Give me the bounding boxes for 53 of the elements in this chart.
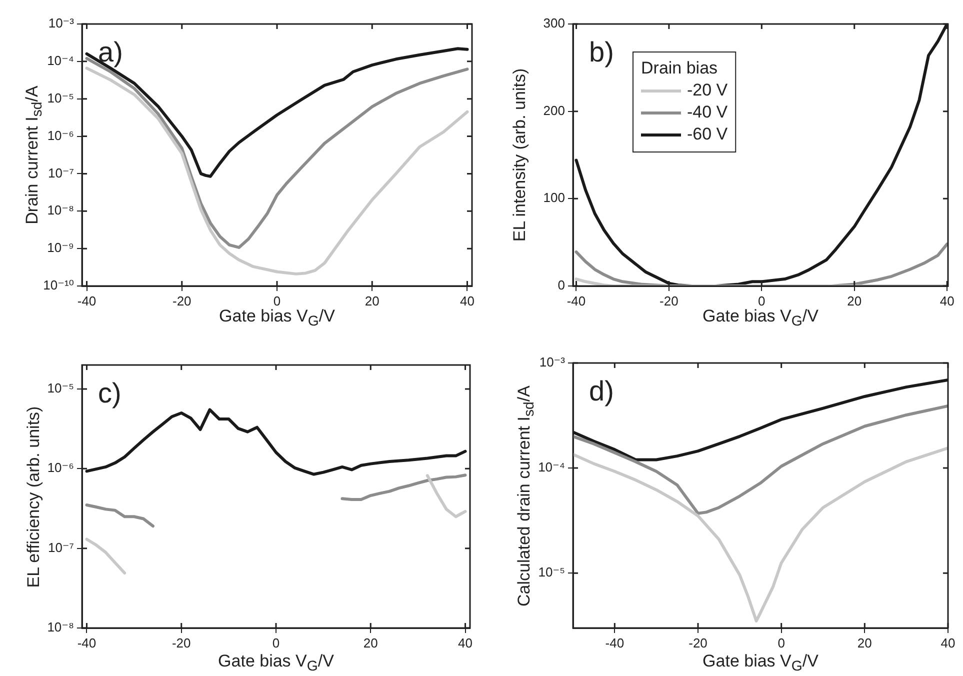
x-tick-label: 0 [273,293,281,308]
x-tick-label: 20 [857,635,872,650]
x-tick-label: 20 [847,293,862,308]
legend-title: Drain bias [641,58,718,78]
y-tick-label: 10⁻⁸ [47,620,74,635]
x-tick-label: 20 [364,293,380,308]
x-tick-label: 40 [458,635,473,650]
legend-label: -40 V [687,102,728,122]
x-axis-title: Gate bias V$_{G}$/V [702,651,818,675]
x-tick-label: -40 [77,635,96,650]
x-tick-label: 0 [778,635,785,650]
x-axis-title: Gate bias V$_{G}$/V [218,651,334,675]
y-tick-label: 10⁻⁵ [538,564,565,580]
y-tick-label: 300 [543,16,565,31]
x-tick-label: 40 [940,293,954,308]
x-axis-title: Gate bias V$_{G}$/V [219,306,335,330]
y-axis-title: EL efficiency (arb. units) [24,406,44,588]
y-tick-label: 10⁻⁷ [48,165,74,180]
y-tick-label: 10⁻⁴ [538,460,565,475]
x-tick-label: -40 [77,293,96,308]
y-tick-label: 10⁻⁹ [47,240,74,256]
x-tick-label: -40 [566,293,586,308]
y-tick-label: 10⁻¹⁰ [43,278,74,293]
y-tick-label: 10⁻⁶ [47,460,74,476]
legend-label: -60 V [687,124,728,144]
x-tick-label: -20 [172,293,192,308]
y-axis-title: EL intensity (arb. units) [510,68,530,242]
y-tick-label: 10⁻³ [539,354,566,370]
annotation: a) [98,36,123,68]
x-tick-label: -20 [688,635,708,650]
y-tick-label: 10⁻⁴ [47,53,74,68]
x-tick-label: 20 [363,635,378,650]
y-tick-label: 10⁻⁸ [47,202,74,218]
x-tick-label: 40 [940,635,956,650]
y-tick-label: 200 [543,102,565,118]
y-tick-label: 10⁻⁵ [47,90,74,106]
x-axis-title: Gate bias V$_{G}$/V [702,306,818,330]
legend-label: -20 V [687,80,728,100]
x-tick-label: 40 [460,293,474,308]
y-tick-label: 10⁻⁷ [48,540,74,555]
x-tick-label: -20 [172,635,191,650]
x-tick-label: 0 [758,293,766,308]
x-tick-label: -40 [605,635,624,650]
y-tick-label: 10⁻⁵ [47,380,74,396]
annotation: c) [98,378,122,409]
y-tick-label: 100 [543,190,565,206]
annotation: d) [589,376,614,407]
annotation: b) [589,36,614,68]
x-tick-label: 0 [272,635,280,650]
x-tick-label: -20 [660,293,678,308]
y-tick-label: 10⁻⁶ [47,128,74,143]
y-tick-label: 0 [558,278,565,293]
y-tick-label: 10⁻³ [48,16,75,31]
